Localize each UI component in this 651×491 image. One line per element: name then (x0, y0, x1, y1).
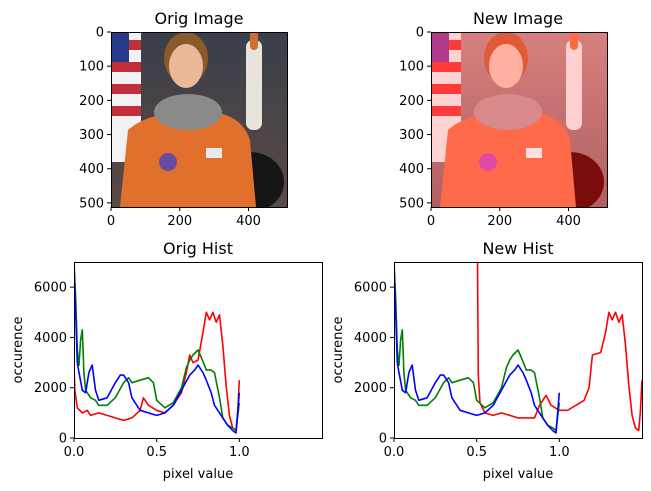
orig-hist-xtick-label: 1.0 (229, 445, 250, 460)
new-image-xtick-label: 400 (556, 214, 581, 229)
new-image-ytick-label: 300 (399, 128, 424, 143)
new-hist-lines (394, 262, 642, 434)
new-hist-xtick-label: 1.0 (549, 445, 570, 460)
new-hist-ytick-label: 0 (379, 432, 387, 447)
orig-hist-ytick-label: 0 (59, 432, 67, 447)
orig-image-xtick-label: 400 (236, 214, 261, 229)
orig-hist-ytick-label: 2000 (34, 381, 67, 396)
orig-hist-frame (74, 262, 323, 439)
new-image-ytick-label: 100 (399, 60, 424, 75)
new-image-ytick-label: 400 (399, 162, 424, 177)
orig-image-ytick-label: 500 (79, 196, 104, 211)
new-hist-series-line-0 (476, 262, 642, 432)
new-hist-series-line-1 (394, 262, 561, 432)
orig-image-ticks: 0 200 400 0 100 200 300 400 500 (79, 26, 261, 230)
orig-image-title: Orig Image (155, 9, 244, 28)
new-hist-ticks: 0.0 0.5 1.0 0 2000 4000 6000 (354, 281, 570, 460)
orig-hist-series-line-1 (74, 262, 241, 432)
new-image-ticks: 0 200 400 0 100 200 300 400 500 (399, 26, 581, 230)
new-hist-series-line-2 (394, 264, 561, 434)
orig-hist-ticks: 0.0 0.5 1.0 0 2000 4000 6000 (34, 281, 250, 460)
orig-hist-series-line-0 (74, 311, 241, 432)
new-hist-xlabel: pixel value (483, 467, 553, 482)
new-hist-xtick-label: 0.0 (384, 445, 405, 460)
new-image-picture (431, 32, 607, 207)
orig-image-axes (111, 32, 288, 208)
orig-image-ytick-label: 0 (96, 26, 104, 41)
new-hist-title: New Hist (482, 239, 553, 258)
orig-hist-ytick-label: 4000 (34, 331, 67, 346)
orig-hist-title: Orig Hist (163, 239, 233, 258)
orig-image-xtick-label: 0 (107, 214, 115, 229)
orig-hist-xtick-label: 0.0 (64, 445, 85, 460)
orig-hist-ylabel: occurence (11, 317, 26, 384)
new-image-xtick-label: 0 (427, 214, 435, 229)
new-image-ytick-label: 200 (399, 94, 424, 109)
orig-image-ytick-label: 400 (79, 162, 104, 177)
new-hist-ytick-label: 6000 (354, 281, 387, 296)
new-hist-ytick-label: 4000 (354, 331, 387, 346)
orig-hist-panel: Orig Hist 0.0 0.5 1.0 0 2000 4000 6000 pixel v… (11, 239, 323, 482)
new-hist-ylabel: occurence (331, 317, 346, 384)
new-image-panel: New Image 0 200 400 0 100 200 300 400 500 (399, 9, 608, 230)
orig-image-ytick-label: 100 (79, 60, 104, 75)
new-hist-panel: New Hist 0.0 0.5 1.0 0 2000 4000 6000 pixel va… (331, 239, 643, 482)
orig-hist-ytick-label: 6000 (34, 281, 67, 296)
orig-image-ytick-label: 300 (79, 128, 104, 143)
orig-hist-lines (74, 262, 241, 434)
new-image-title: New Image (473, 9, 563, 28)
orig-image-panel: Orig Image (79, 9, 288, 230)
new-image-ytick-label: 0 (416, 26, 424, 41)
new-hist-xtick-label: 0.5 (466, 445, 487, 460)
orig-image-ytick-label: 200 (79, 94, 104, 109)
orig-image-xtick-label: 200 (167, 214, 192, 229)
new-image-axes (431, 32, 608, 208)
new-image-xtick-label: 200 (487, 214, 512, 229)
orig-hist-xlabel: pixel value (163, 467, 233, 482)
new-hist-frame (394, 262, 643, 439)
orig-hist-xtick-label: 0.5 (146, 445, 167, 460)
orig-hist-series-line-2 (74, 264, 241, 434)
orig-image-picture (111, 32, 287, 207)
new-image-ytick-label: 500 (399, 196, 424, 211)
new-hist-ytick-label: 2000 (354, 381, 387, 396)
